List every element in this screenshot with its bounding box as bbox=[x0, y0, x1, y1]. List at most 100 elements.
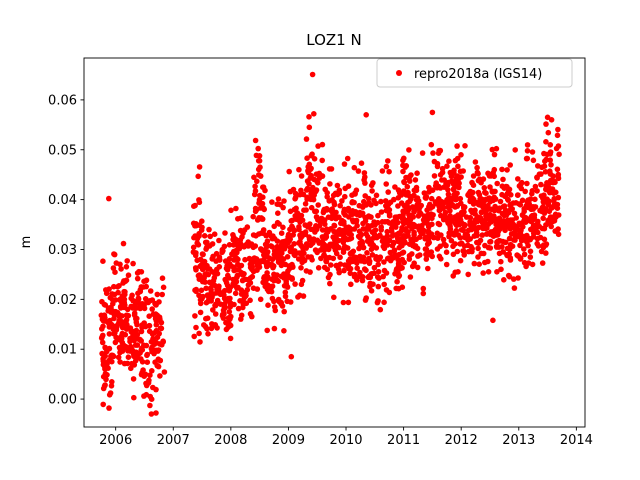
data-point bbox=[291, 241, 297, 247]
data-point bbox=[471, 260, 478, 267]
data-point bbox=[547, 220, 554, 226]
data-point bbox=[419, 222, 425, 229]
data-point bbox=[359, 212, 366, 218]
data-point bbox=[305, 169, 312, 176]
data-point bbox=[495, 227, 501, 233]
data-point bbox=[340, 299, 347, 306]
data-point bbox=[443, 249, 450, 255]
data-point-outlier bbox=[548, 117, 555, 123]
data-point bbox=[392, 184, 398, 190]
data-point bbox=[387, 249, 394, 256]
data-point bbox=[221, 243, 228, 250]
data-point bbox=[250, 213, 256, 220]
data-point bbox=[525, 237, 532, 243]
data-point bbox=[280, 224, 286, 231]
data-point bbox=[125, 354, 132, 361]
data-point bbox=[365, 233, 371, 240]
data-point bbox=[461, 243, 468, 249]
data-point bbox=[147, 298, 153, 304]
data-point bbox=[455, 163, 461, 170]
data-point bbox=[303, 245, 310, 251]
data-point bbox=[444, 163, 450, 169]
data-point bbox=[393, 224, 399, 230]
data-point bbox=[140, 371, 147, 377]
data-point bbox=[507, 225, 513, 232]
data-point bbox=[109, 379, 115, 385]
data-point bbox=[337, 202, 344, 209]
data-point bbox=[403, 174, 409, 181]
data-point bbox=[274, 243, 281, 250]
data-point bbox=[112, 339, 119, 346]
data-point bbox=[330, 255, 337, 262]
data-point bbox=[111, 251, 117, 257]
y-tick-label: 0.00 bbox=[48, 393, 77, 408]
data-point bbox=[424, 207, 430, 213]
data-point bbox=[404, 183, 411, 190]
data-point bbox=[263, 261, 270, 268]
data-point bbox=[209, 256, 215, 262]
x-tick-label: 2011 bbox=[387, 433, 420, 448]
data-point bbox=[159, 291, 165, 298]
data-point bbox=[381, 245, 388, 252]
data-point bbox=[487, 245, 494, 251]
data-point bbox=[331, 199, 337, 206]
data-point bbox=[271, 223, 278, 230]
data-point bbox=[429, 204, 436, 210]
data-point bbox=[286, 168, 293, 175]
data-point bbox=[539, 225, 546, 232]
data-point bbox=[384, 255, 391, 262]
data-point bbox=[406, 178, 413, 184]
data-point bbox=[196, 199, 203, 206]
data-point bbox=[128, 365, 134, 372]
data-point bbox=[130, 348, 136, 354]
data-point bbox=[269, 276, 275, 283]
data-point bbox=[494, 180, 501, 187]
data-point bbox=[156, 341, 163, 347]
data-point bbox=[117, 359, 123, 365]
data-point bbox=[214, 270, 221, 277]
data-point bbox=[127, 338, 133, 345]
data-point bbox=[517, 256, 524, 262]
data-point bbox=[521, 251, 528, 258]
data-point bbox=[364, 250, 370, 256]
data-point bbox=[219, 249, 225, 256]
data-point bbox=[428, 141, 435, 148]
data-point bbox=[285, 238, 292, 245]
data-point bbox=[192, 202, 198, 209]
data-point bbox=[383, 163, 390, 170]
data-point bbox=[376, 275, 382, 282]
data-point bbox=[362, 193, 369, 199]
data-point bbox=[381, 259, 387, 265]
data-point bbox=[381, 281, 388, 288]
data-point bbox=[125, 272, 132, 279]
data-point bbox=[447, 213, 453, 219]
data-point bbox=[195, 272, 202, 279]
data-point bbox=[160, 284, 167, 291]
data-point bbox=[292, 213, 299, 219]
data-point bbox=[332, 190, 339, 197]
data-point bbox=[327, 181, 333, 187]
data-point bbox=[494, 232, 501, 238]
data-point bbox=[347, 236, 353, 242]
data-point bbox=[543, 139, 549, 145]
data-point bbox=[199, 218, 205, 224]
data-point bbox=[508, 192, 514, 198]
data-point bbox=[516, 201, 522, 207]
data-point bbox=[247, 261, 254, 268]
data-point bbox=[149, 306, 155, 312]
data-point bbox=[131, 310, 138, 317]
data-point bbox=[202, 271, 209, 278]
data-point bbox=[511, 210, 518, 217]
data-point bbox=[399, 284, 406, 291]
data-point bbox=[296, 224, 302, 230]
data-point bbox=[223, 265, 230, 272]
data-point bbox=[143, 277, 150, 284]
data-point bbox=[438, 201, 445, 208]
data-point bbox=[298, 173, 305, 179]
data-point bbox=[249, 313, 255, 320]
data-point bbox=[485, 269, 492, 275]
x-tick-label: 2010 bbox=[329, 433, 362, 448]
data-point bbox=[102, 366, 108, 372]
data-point bbox=[348, 281, 354, 288]
data-point bbox=[366, 255, 372, 262]
